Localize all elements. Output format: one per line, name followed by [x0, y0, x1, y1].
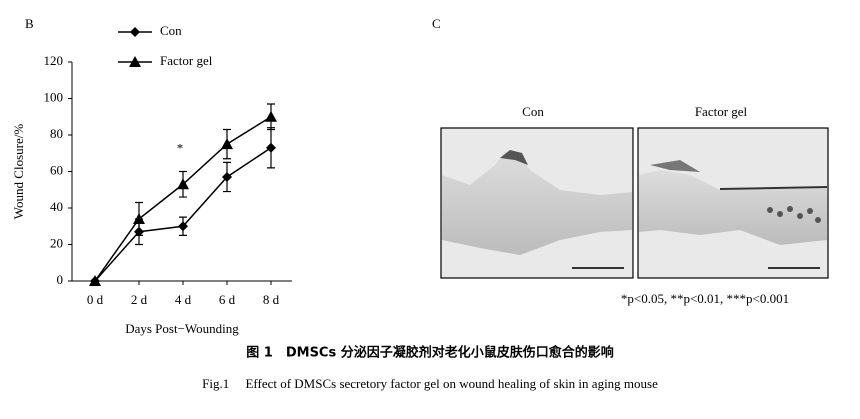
panel-label: C [432, 16, 441, 31]
x-tick-label: 4 d [175, 292, 192, 307]
caption-en: Fig.1 Effect of DMSCs secretory factor g… [202, 376, 658, 391]
y-tick-label: 100 [44, 89, 64, 104]
y-tick-label: 20 [50, 235, 63, 250]
caption-zh: 图 1 DMSCs 分泌因子凝胶剂对老化小鼠皮肤伤口愈合的影响 [246, 345, 613, 361]
image-label: Factor gel [695, 104, 748, 119]
y-tick-label: 60 [50, 162, 63, 177]
histology-image [440, 127, 634, 279]
y-axis-label: Wound Closure/% [11, 124, 26, 220]
histology-image [637, 127, 829, 279]
marker [265, 110, 277, 122]
marker [221, 138, 233, 150]
y-tick-label: 40 [50, 199, 63, 214]
y-tick-label: 80 [50, 126, 63, 141]
marker [177, 178, 189, 190]
series-line [94, 147, 272, 282]
footnote: *p<0.05, **p<0.01, ***p<0.001 [621, 291, 789, 306]
x-tick-label: 0 d [87, 292, 104, 307]
marker [178, 221, 188, 232]
y-tick-label: 120 [44, 53, 64, 68]
x-tick-label: 2 d [131, 292, 148, 307]
legend-label: Con [160, 23, 182, 38]
x-axis-label: Days Post−Wounding [125, 321, 239, 336]
marker [222, 171, 232, 182]
legend-label: Factor gel [160, 53, 213, 68]
annotation: * [177, 140, 184, 155]
y-tick-label: 0 [57, 272, 64, 287]
x-tick-label: 8 d [263, 292, 280, 307]
marker [266, 142, 276, 153]
marker [89, 275, 101, 286]
panel-label: B [25, 16, 34, 31]
image-label: Con [522, 104, 544, 119]
marker [130, 27, 140, 37]
x-tick-label: 6 d [219, 292, 236, 307]
marker [133, 212, 145, 224]
marker [129, 56, 141, 67]
